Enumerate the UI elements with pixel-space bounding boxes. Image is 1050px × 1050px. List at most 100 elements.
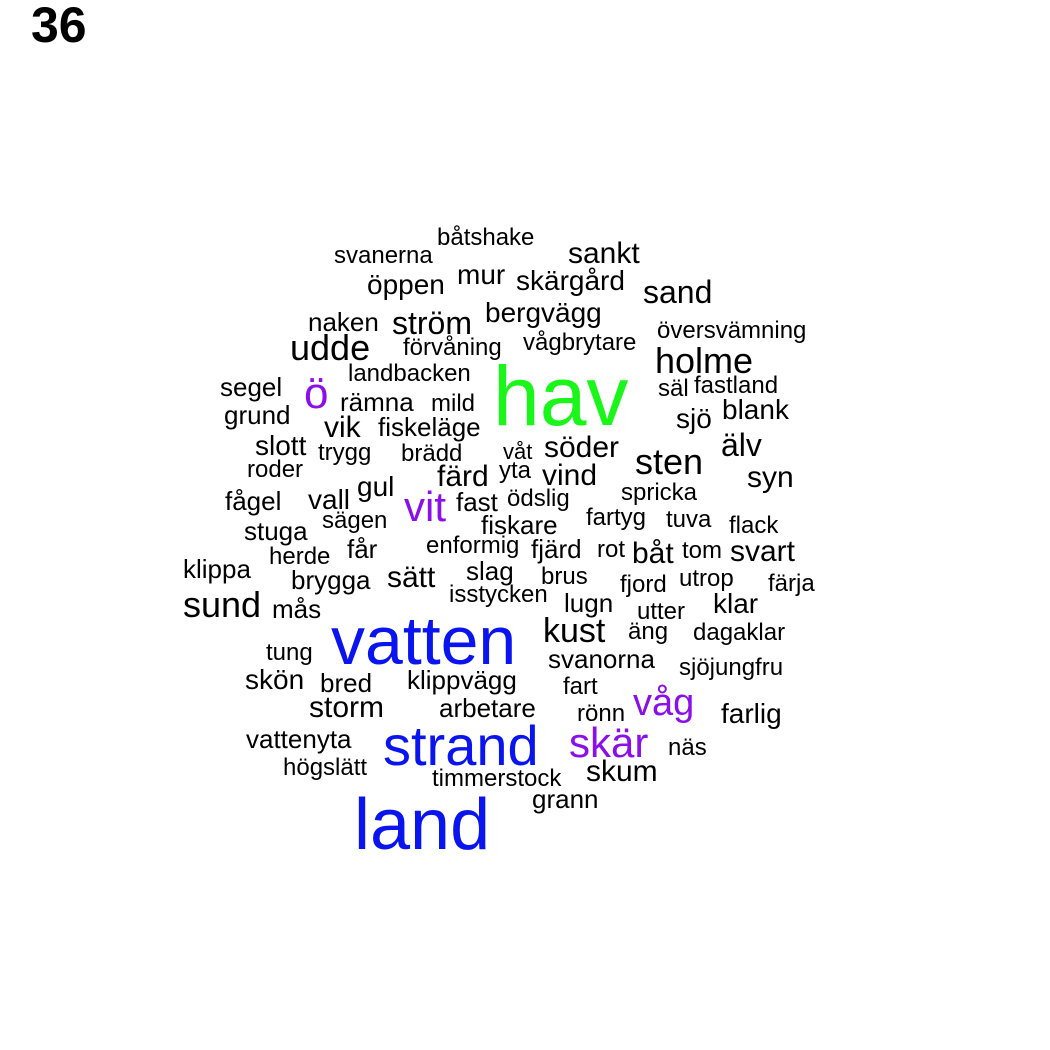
- word-skum: skum: [586, 755, 658, 788]
- word-tom: tom: [682, 537, 723, 565]
- word-far: får: [347, 533, 378, 564]
- word-sagen: sägen: [322, 507, 388, 535]
- word-tung: tung: [266, 639, 313, 667]
- word-vall: vall: [308, 483, 351, 515]
- word-dagaklar: dagaklar: [693, 619, 786, 647]
- word-bred: bred: [320, 667, 373, 698]
- word-timmerstock: timmerstock: [432, 765, 562, 793]
- word-slott: slott: [255, 429, 307, 461]
- word-grann: grann: [532, 783, 599, 814]
- word-storm: storm: [309, 691, 384, 724]
- word-utrop: utrop: [679, 565, 734, 593]
- word-sund: sund: [183, 583, 262, 625]
- word-odslig: ödslig: [507, 485, 570, 513]
- word-klippvagg: klippvägg: [407, 664, 517, 695]
- word-ronn: rönn: [577, 700, 626, 728]
- word-skar: skär: [569, 719, 649, 767]
- word-skargard: skärgård: [516, 264, 625, 296]
- word-fiskelage: fiskeläge: [378, 411, 481, 442]
- word-land: land: [354, 785, 491, 866]
- word-holme: holme: [655, 339, 754, 381]
- word-o: ö: [304, 369, 329, 419]
- word-lugn: lugn: [564, 587, 614, 618]
- word-sjo: sjö: [676, 402, 712, 434]
- word-svanerna: svanerna: [334, 242, 433, 270]
- word-skon: skön: [245, 663, 305, 695]
- word-fjard: fjärd: [531, 533, 582, 564]
- word-sand: sand: [643, 274, 713, 311]
- panel-number: 36: [31, 0, 87, 53]
- word-farja: färja: [768, 570, 815, 598]
- word-oppen: öppen: [367, 268, 445, 300]
- word-trygg: trygg: [318, 439, 372, 467]
- word-stuga: stuga: [244, 515, 308, 546]
- word-kust: kust: [543, 612, 606, 651]
- word-svanorna: svanorna: [548, 643, 655, 674]
- word-sal: säl: [658, 375, 689, 403]
- word-fagel: fågel: [225, 485, 282, 516]
- word-flack: flack: [729, 512, 779, 540]
- word-gul: gul: [357, 470, 395, 502]
- word-mur: mur: [457, 258, 506, 290]
- word-vatten: vatten: [331, 602, 517, 679]
- word-mild: mild: [431, 390, 476, 418]
- word-sjojungfru: sjöjungfru: [679, 654, 784, 682]
- word-landbacken: landbacken: [348, 360, 471, 388]
- word-fastland: fastland: [694, 372, 779, 400]
- word-fartyg: fartyg: [586, 504, 647, 532]
- word-mas: mås: [272, 593, 322, 624]
- word-segel: segel: [220, 371, 283, 402]
- word-brus: brus: [541, 563, 588, 591]
- word-spricka: spricka: [621, 479, 698, 507]
- word-ang: äng: [628, 618, 669, 646]
- word-klippa: klippa: [183, 553, 251, 584]
- word-slag: slag: [466, 555, 514, 586]
- word-syn: syn: [747, 461, 794, 494]
- word-batshake: båtshake: [437, 224, 535, 252]
- word-brygga: brygga: [291, 564, 371, 595]
- word-forvaning: förvåning: [403, 334, 502, 362]
- word-vind: vind: [542, 459, 598, 492]
- word-oversvamning: översvämning: [657, 317, 807, 345]
- word-vag: våg: [633, 681, 695, 724]
- word-bradd: brädd: [401, 440, 463, 468]
- word-udde: udde: [290, 326, 371, 368]
- word-vit: vit: [404, 483, 446, 531]
- word-yta: yta: [499, 457, 532, 485]
- word-ramna: rämna: [340, 386, 414, 417]
- word-naken: naken: [308, 306, 379, 337]
- word-tuva: tuva: [666, 506, 712, 534]
- word-vagbrytare: vågbrytare: [523, 329, 637, 357]
- word-fiskare: fiskare: [481, 509, 558, 540]
- word-fast: fast: [456, 486, 498, 517]
- word-soder: söder: [544, 431, 620, 464]
- word-vat: våt: [503, 439, 533, 465]
- word-fart: fart: [563, 673, 598, 701]
- word-isstycken: isstycken: [449, 581, 548, 609]
- word-arbetare: arbetare: [439, 692, 536, 723]
- word-herde: herde: [269, 543, 331, 571]
- word-klar: klar: [713, 587, 759, 619]
- word-strom: ström: [392, 305, 472, 342]
- word-blank: blank: [722, 393, 789, 425]
- word-svart: svart: [730, 535, 796, 568]
- word-roder: roder: [247, 456, 304, 484]
- word-strand: strand: [383, 713, 539, 777]
- word-fjord: fjord: [620, 571, 667, 599]
- word-fard: färd: [437, 460, 489, 493]
- word-alv: älv: [721, 427, 762, 464]
- word-bat: båt: [632, 537, 674, 570]
- word-farlig: farlig: [721, 697, 782, 729]
- word-satt: sätt: [387, 561, 436, 594]
- word-nas: näs: [668, 734, 707, 762]
- word-hogslatt: högslätt: [283, 754, 368, 782]
- word-hav: hav: [493, 349, 629, 444]
- word-enformig: enformig: [426, 532, 520, 560]
- word-vattenyta: vattenyta: [246, 723, 352, 754]
- word-utter: utter: [637, 598, 686, 626]
- word-rot: rot: [597, 536, 626, 564]
- word-vik: vik: [324, 411, 361, 444]
- word-bergvagg: bergvägg: [485, 296, 602, 328]
- word-sankt: sankt: [568, 237, 640, 270]
